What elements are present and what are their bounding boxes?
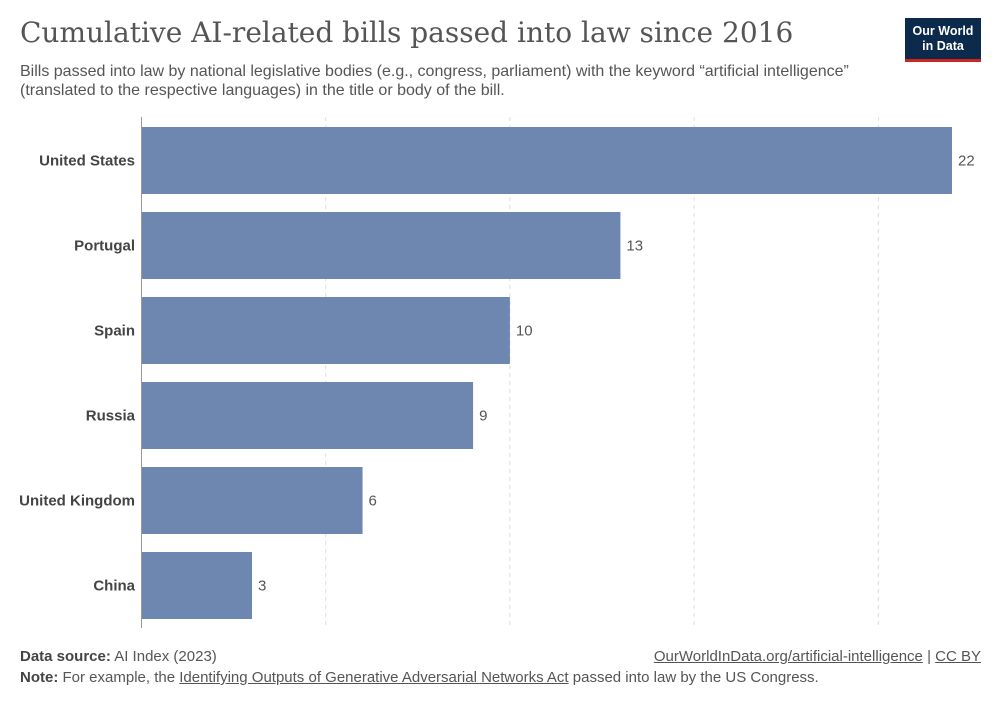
value-label-china: 3 xyxy=(258,578,266,595)
bar-china[interactable] xyxy=(141,552,253,619)
note-act-link[interactable]: Identifying Outputs of Generative Advers… xyxy=(179,669,569,686)
data-source-text: AI Index (2023) xyxy=(114,648,217,665)
logo-line-2: in Data xyxy=(922,39,964,53)
category-label-united-states: United States xyxy=(39,153,135,170)
value-label-portugal: 13 xyxy=(626,238,643,255)
note-prefix: For example, the xyxy=(62,669,176,686)
category-label-china: China xyxy=(93,578,135,595)
chart-subtitle: Bills passed into law by national legisl… xyxy=(20,63,849,99)
category-label-united-kingdom: United Kingdom xyxy=(19,493,135,510)
category-label-russia: Russia xyxy=(86,408,136,425)
bar-russia[interactable] xyxy=(141,382,474,449)
owid-logo[interactable]: Our World in Data xyxy=(905,18,981,62)
chart-title: Cumulative AI-related bills passed into … xyxy=(20,16,794,49)
footer-links: OurWorldInData.org/artificial-intelligen… xyxy=(654,648,981,665)
data-source: Data source: AI Index (2023) xyxy=(20,648,217,665)
bar-portugal[interactable] xyxy=(141,212,621,279)
value-label-russia: 9 xyxy=(479,408,487,425)
bar-chart: United States 22 Portugal 13 Spain 10 Russia 9 U… xyxy=(19,117,975,628)
gridlines xyxy=(325,117,879,628)
bars: United States 22 Portugal 13 Spain 10 Russia 9 U… xyxy=(19,127,975,619)
bar-united-states[interactable] xyxy=(141,127,953,194)
note: Note: For example, the Identifying Outpu… xyxy=(20,669,819,686)
data-source-label: Data source: xyxy=(20,648,111,665)
owid-url-link[interactable]: OurWorldInData.org/artificial-intelligen… xyxy=(653,648,923,665)
note-suffix: passed into law by the US Congress. xyxy=(572,669,819,686)
category-label-spain: Spain xyxy=(94,323,135,340)
note-label: Note: xyxy=(20,669,59,686)
value-label-united-kingdom: 6 xyxy=(369,493,377,510)
logo-line-1: Our World xyxy=(912,24,974,38)
footer-separator: | xyxy=(927,648,931,665)
license-link[interactable]: CC BY xyxy=(935,648,981,665)
category-label-portugal: Portugal xyxy=(74,238,135,255)
bar-united-kingdom[interactable] xyxy=(141,467,363,534)
value-label-united-states: 22 xyxy=(958,153,975,170)
value-label-spain: 10 xyxy=(516,323,533,340)
bar-spain[interactable] xyxy=(141,297,510,364)
